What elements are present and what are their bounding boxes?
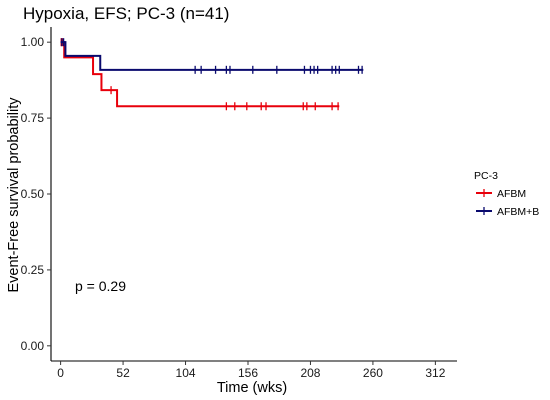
x-tick-label: 312 [425, 366, 445, 380]
legend: PC-3 AFBM AFBM+B [474, 170, 539, 218]
legend-title: PC-3 [474, 170, 498, 182]
y-tick-label: 0.25 [21, 263, 45, 277]
legend-label: AFBM+B [497, 206, 539, 218]
y-axis-title: Event-Free survival probability [6, 97, 22, 293]
x-axis-title: Time (wks) [217, 380, 287, 396]
x-tick-label: 104 [176, 366, 196, 380]
legend-items: AFBM AFBM+B [476, 188, 539, 218]
x-tick-label: 0 [57, 366, 64, 380]
series-line-0 [60, 41, 340, 108]
p-value-annotation: p = 0.29 [75, 278, 126, 294]
x-tick-label: 52 [116, 366, 130, 380]
y-tick-label: 0.00 [21, 339, 45, 353]
series-line-1 [60, 41, 364, 71]
y-tick-label: 1.00 [21, 35, 45, 49]
y-tick-label: 0.75 [21, 111, 45, 125]
legend-label: AFBM [497, 188, 526, 200]
chart-title: Hypoxia, EFS; PC-3 (n=41) [23, 4, 229, 23]
x-tick-label: 156 [238, 366, 258, 380]
x-tick-label: 208 [300, 366, 320, 380]
y-tick-label: 0.50 [21, 187, 45, 201]
x-tick-label: 260 [363, 366, 383, 380]
plot-area: 0.00 0.25 0.50 0.75 1.00 0 52 104 156 208 260 312 [21, 27, 457, 380]
